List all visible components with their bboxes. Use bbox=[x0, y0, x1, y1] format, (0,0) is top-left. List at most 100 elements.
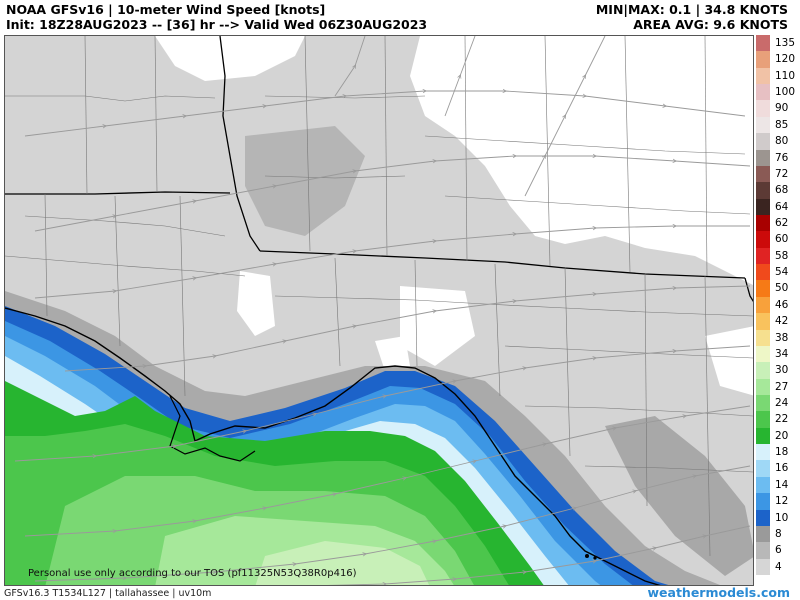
legend-label: 120 bbox=[775, 53, 796, 66]
legend-label: 30 bbox=[775, 364, 789, 377]
legend-label: 24 bbox=[775, 397, 789, 409]
legend-swatch bbox=[756, 493, 770, 510]
legend-level: 110 bbox=[756, 67, 800, 85]
legend-level: 50 bbox=[756, 280, 800, 297]
legend-level: 16 bbox=[756, 460, 800, 477]
legend-level: 120 bbox=[756, 51, 800, 68]
calm-area-north bbox=[155, 36, 305, 81]
legend-label: 76 bbox=[775, 151, 789, 164]
site-link[interactable]: weathermodels.com bbox=[647, 585, 790, 600]
legend-level: 27 bbox=[756, 378, 800, 395]
legend-label: 22 bbox=[775, 413, 789, 426]
legend-swatch bbox=[756, 411, 770, 428]
legend-label: 135 bbox=[775, 37, 796, 49]
legend-label: 20 bbox=[775, 429, 789, 442]
legend-label: 100 bbox=[775, 86, 796, 99]
legend-level: 58 bbox=[756, 247, 800, 265]
header-left: NOAA GFSv16 | 10-meter Wind Speed [knots… bbox=[6, 2, 427, 32]
legend-label: 64 bbox=[775, 200, 789, 213]
legend-level: 34 bbox=[756, 345, 800, 363]
header: NOAA GFSv16 | 10-meter Wind Speed [knots… bbox=[0, 0, 800, 34]
legend-swatch bbox=[756, 542, 770, 559]
legend-swatch bbox=[756, 378, 770, 395]
legend-level: 62 bbox=[756, 215, 800, 232]
legend-level: 68 bbox=[756, 182, 800, 199]
header-right: MIN|MAX: 0.1 | 34.8 KNOTS AREA AVG: 9.6 … bbox=[596, 2, 788, 32]
legend-swatch bbox=[756, 51, 770, 68]
legend-swatch bbox=[756, 444, 770, 461]
legend-level: 72 bbox=[756, 165, 800, 183]
legend-swatch bbox=[756, 116, 770, 134]
area-average-readout: AREA AVG: 9.6 KNOTS bbox=[633, 17, 788, 32]
legend-level: 14 bbox=[756, 476, 800, 494]
legend-level: 64 bbox=[756, 198, 800, 215]
legend-level: 24 bbox=[756, 395, 800, 412]
legend-level: 80 bbox=[756, 133, 800, 150]
wind-speed-map[interactable] bbox=[4, 35, 754, 586]
legend-swatch bbox=[756, 345, 770, 363]
legend-label: 54 bbox=[775, 266, 789, 279]
legend-label: 110 bbox=[775, 69, 796, 82]
legend-level: 135 bbox=[756, 35, 800, 52]
legend-label: 42 bbox=[775, 315, 789, 328]
legend-label: 18 bbox=[775, 446, 789, 459]
legend-level: 54 bbox=[756, 264, 800, 281]
legend-swatch bbox=[756, 460, 770, 477]
legend-swatch bbox=[756, 476, 770, 494]
legend-level: 8 bbox=[756, 525, 800, 543]
legend-swatch bbox=[756, 509, 770, 526]
legend-label: 38 bbox=[775, 331, 789, 344]
legend-label: 68 bbox=[775, 184, 789, 197]
legend-swatch bbox=[756, 362, 770, 379]
map-canvas bbox=[5, 36, 753, 585]
legend-label: 12 bbox=[775, 495, 789, 508]
legend-level: 76 bbox=[756, 149, 800, 166]
legend-swatch bbox=[756, 149, 770, 166]
legend-level: 20 bbox=[756, 427, 800, 445]
legend-level: 90 bbox=[756, 100, 800, 117]
legend-level: 4 bbox=[756, 558, 800, 575]
legend-level: 18 bbox=[756, 444, 800, 461]
legend-swatch bbox=[756, 231, 770, 248]
legend-label: 85 bbox=[775, 118, 789, 131]
legend-swatch bbox=[756, 313, 770, 330]
legend-label: 60 bbox=[775, 233, 789, 246]
legend-label: 90 bbox=[775, 102, 789, 115]
legend-label: 4 bbox=[775, 560, 782, 573]
legend-label: 50 bbox=[775, 282, 789, 295]
legend-swatch bbox=[756, 264, 770, 281]
legend-level: 22 bbox=[756, 411, 800, 428]
legend-level: 42 bbox=[756, 313, 800, 330]
legend-swatch bbox=[756, 558, 770, 575]
legend-label: 16 bbox=[775, 462, 789, 475]
island-2 bbox=[593, 556, 597, 560]
legend-level: 30 bbox=[756, 362, 800, 379]
legend-level: 85 bbox=[756, 116, 800, 134]
legend-level: 38 bbox=[756, 329, 800, 346]
legend-label: 8 bbox=[775, 527, 782, 540]
legend-swatch bbox=[756, 247, 770, 265]
legend-swatch bbox=[756, 296, 770, 314]
legend-swatch bbox=[756, 215, 770, 232]
legend-swatch bbox=[756, 329, 770, 346]
island-1 bbox=[585, 554, 589, 558]
legend-level: 6 bbox=[756, 542, 800, 559]
legend-level: 100 bbox=[756, 84, 800, 101]
legend-label: 27 bbox=[775, 380, 789, 393]
legend-label: 80 bbox=[775, 135, 789, 148]
state-border-4 bbox=[744, 277, 753, 303]
wind-streamlines bbox=[14, 36, 751, 585]
legend-level: 12 bbox=[756, 493, 800, 510]
legend-label: 34 bbox=[775, 347, 789, 360]
legend-label: 14 bbox=[775, 478, 789, 491]
min-max-readout: MIN|MAX: 0.1 | 34.8 KNOTS bbox=[595, 2, 788, 17]
legend-swatch bbox=[756, 84, 770, 101]
legend-swatch bbox=[756, 182, 770, 199]
legend-swatch bbox=[756, 67, 770, 85]
legend-label: 6 bbox=[775, 544, 782, 557]
legend-level: 46 bbox=[756, 296, 800, 314]
color-legend: 135 120 110 100 90 85 80 76 72 68 64 62 60 58 54 50 46 42… bbox=[756, 35, 800, 575]
legend-swatch bbox=[756, 395, 770, 412]
legend-level: 60 bbox=[756, 231, 800, 248]
model-info-footer: GFSv16.3 T1534L127 | tallahassee | uv10m bbox=[4, 588, 212, 599]
